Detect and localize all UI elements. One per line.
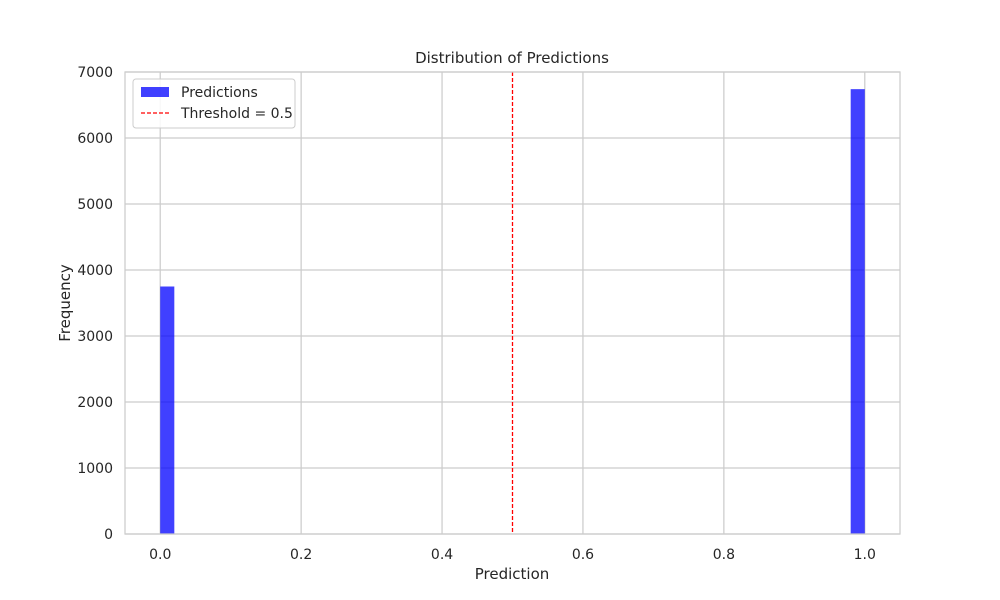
legend-label-predictions: Predictions (181, 85, 258, 101)
y-tick-label: 6000 (77, 131, 113, 147)
legend-box (132, 78, 296, 129)
plot-frame (124, 71, 901, 535)
histogram-bar (850, 89, 865, 534)
x-tick-label: 0.0 (149, 547, 171, 563)
x-tick-label: 0.8 (713, 547, 735, 563)
chart-title: Distribution of Predictions (415, 49, 609, 67)
legend: Predictions Threshold = 0.5 (132, 78, 296, 129)
y-tick-label: 7000 (77, 65, 113, 81)
x-tick-label: 0.4 (431, 547, 453, 563)
y-tick-label: 4000 (77, 263, 113, 279)
x-tick-labels: 0.0 0.2 0.4 0.6 0.8 1.0 (149, 547, 876, 563)
x-tick-label: 0.2 (290, 547, 312, 563)
x-tick-label: 0.6 (572, 547, 594, 563)
bars-layer (160, 89, 865, 534)
y-tick-label: 2000 (77, 395, 113, 411)
x-axis-label: Prediction (475, 565, 550, 583)
x-tick-label: 1.0 (854, 547, 876, 563)
histogram-bar (160, 286, 175, 534)
y-tick-labels: 0 1000 2000 3000 4000 5000 6000 7000 (77, 65, 113, 543)
legend-label-threshold: Threshold = 0.5 (180, 106, 293, 122)
y-tick-label: 0 (104, 527, 113, 543)
y-tick-label: 1000 (77, 461, 113, 477)
legend-patch-predictions (141, 87, 169, 97)
y-axis-label: Frequency (56, 264, 74, 342)
y-tick-label: 3000 (77, 329, 113, 345)
y-tick-label: 5000 (77, 197, 113, 213)
